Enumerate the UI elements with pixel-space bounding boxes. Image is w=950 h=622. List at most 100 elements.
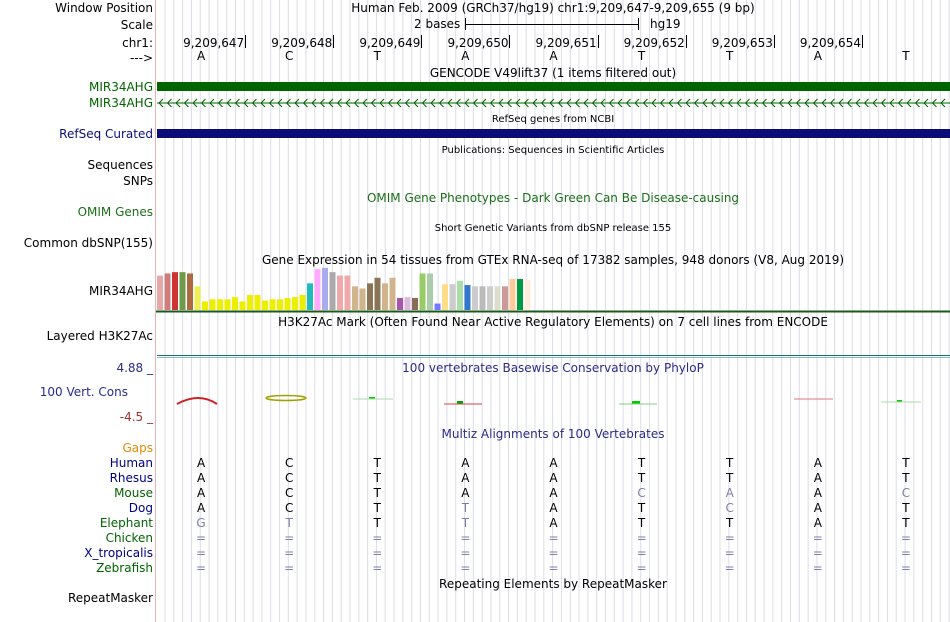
alignment-base: = [196,561,207,575]
gaps-track-label[interactable]: Gaps [122,441,153,455]
publications-track-label[interactable]: Sequences [87,158,153,172]
phylop-track-title[interactable]: 100 vertebrates Basewise Conservation by… [402,361,704,375]
snps-track-label[interactable]: SNPs [123,174,153,188]
gtex-expression-chart[interactable] [156,266,950,313]
alignment-base: T [285,516,293,530]
strand-chevron [243,98,249,108]
strand-chevron [931,98,937,108]
phylop-track-label[interactable]: 100 Vert. Cons [39,385,128,399]
assembly-label: hg19 [650,17,681,31]
alignment-base: = [196,546,207,560]
strand-chevron [464,98,470,108]
gtex-tissue-bar [464,285,471,310]
gencode-intron-line[interactable] [157,97,950,109]
alignment-base: = [724,561,735,575]
strand-chevron [285,98,291,108]
strand-chevron [872,98,878,108]
gencode-item-label[interactable]: MIR34AHG [88,80,153,94]
alignment-base: = [284,546,295,560]
gtex-tissue-bar [314,269,321,310]
alignment-base: A [813,516,822,530]
repeatmasker-track-label[interactable]: RepeatMasker [67,591,153,605]
gtex-tissue-bar [209,299,216,310]
gtex-tissue-bar [284,297,291,310]
refseq-track-title[interactable]: RefSeq genes from NCBI [491,114,615,125]
multiz-species-label[interactable]: X_tropicalis [84,546,153,560]
multiz-species-label[interactable]: Mouse [114,486,153,500]
alignment-base: A [196,501,206,515]
multiz-species-label[interactable]: Rhesus [109,471,153,485]
alignment-base: T [373,486,381,500]
alignment-base: A [813,486,822,500]
gtex-tissue-bar [299,294,306,310]
strand-chevron [889,98,895,108]
alignment-base: A [549,456,558,470]
alignment-base: T [902,456,910,470]
omim-track-label[interactable]: OMIM Genes [77,205,153,219]
gtex-tissue-bar [172,272,178,310]
alignment-base: = [900,561,911,575]
repeatmasker-track-title[interactable]: Repeating Elements by RepeatMasker [439,577,667,591]
alignment-base: A [461,486,470,500]
gtex-tissue-bar [337,275,343,310]
gtex-tissue-bar [224,299,231,310]
h3k27ac-track-title[interactable]: H3K27Ac Mark (Often Found Near Active Re… [278,315,828,329]
gtex-tissue-bar [344,275,351,310]
strand-chevron [166,98,172,108]
gtex-tissue-bar [517,279,523,310]
multiz-species-label[interactable]: Chicken [105,531,153,545]
gtex-track-title[interactable]: Gene Expression in 54 tissues from GTEx … [261,253,845,267]
strand-chevron [523,98,529,108]
gencode-track-title[interactable]: GENCODE V49lift37 (1 items filtered out) [429,66,677,80]
strand-chevron [506,98,512,108]
gencode-item-label-2[interactable]: MIR34AHG [88,96,153,110]
phylop-peak-2 [265,394,307,402]
strand-chevron [379,98,385,108]
refseq-track-label[interactable]: RefSeq Curated [59,127,153,141]
omim-track-title[interactable]: OMIM Gene Phenotypes - Dark Green Can Be… [366,191,740,205]
gencode-gene-block[interactable] [157,82,950,91]
alignment-base: T [373,501,381,515]
strand-chevron [370,98,376,108]
scale-label[interactable]: Scale [120,18,153,32]
strand-chevron [829,98,835,108]
gtex-gene-label[interactable]: MIR34AHG [88,284,153,298]
gtex-tissue-bar [367,283,373,310]
h3k27ac-signal-line[interactable] [157,355,950,356]
window-position-label[interactable]: Window Position [55,1,153,15]
ruler-position: 9,209,651 [535,36,597,50]
strand-chevron [294,98,300,108]
alignment-base: = [724,531,735,545]
chromosome-label[interactable]: chr1: [122,36,153,50]
phylop-signal[interactable] [157,390,950,410]
h3k27ac-track-label[interactable]: Layered H3K27Ac [46,329,153,343]
gtex-tissue-bar [359,288,366,310]
strand-chevron [702,98,708,108]
strand-chevron [863,98,869,108]
publications-track-title[interactable]: Publications: Sequences in Scientific Ar… [441,145,665,156]
reference-base: A [196,49,206,63]
multiz-species-label[interactable]: Dog [128,501,153,515]
gtex-tissue-bar [509,279,516,310]
alignment-base: A [196,486,206,500]
multiz-species-label[interactable]: Elephant [99,516,153,530]
gtex-tissue-bar [247,294,253,310]
reference-base: T [902,49,910,63]
refseq-gene-block[interactable] [157,129,950,138]
strand-chevron [880,98,886,108]
dbsnp-track-label[interactable]: Common dbSNP(155) [23,236,153,250]
multiz-species-label[interactable]: Human [109,456,153,470]
alignment-base: T [726,471,734,485]
dbsnp-track-title[interactable]: Short Genetic Variants from dbSNP releas… [434,223,672,234]
alignment-base: T [726,456,734,470]
alignment-base: = [284,561,295,575]
strand-chevron [940,98,946,108]
gtex-tissue-bar [194,286,201,310]
multiz-species-label[interactable]: Zebrafish [96,561,153,575]
ruler-tick [685,35,687,48]
reference-base: T [373,49,381,63]
ruler-position: 9,209,654 [799,36,861,50]
ruler-position: 9,209,652 [623,36,685,50]
multiz-track-title[interactable]: Multiz Alignments of 100 Vertebrates [441,427,665,441]
